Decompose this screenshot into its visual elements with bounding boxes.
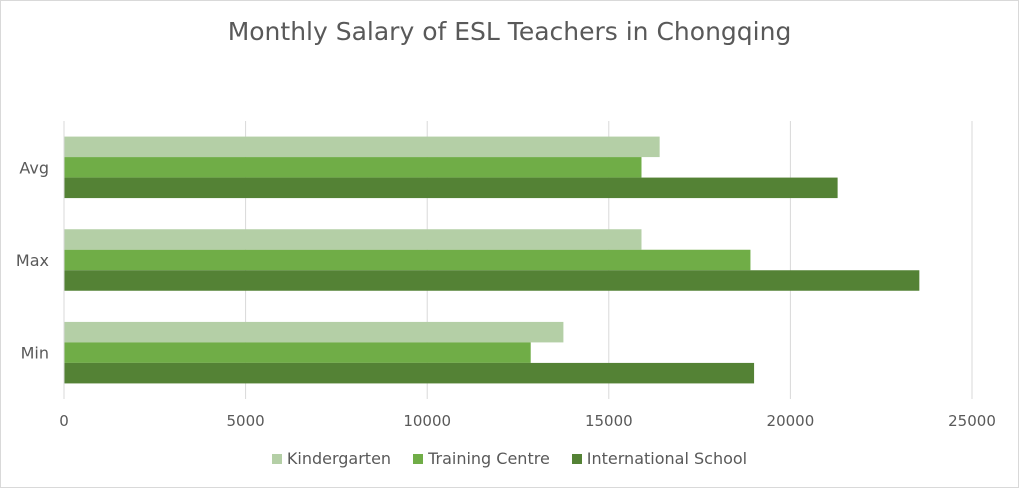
- x-tick-label: 15000: [585, 412, 633, 430]
- bar-min-international-school: [64, 362, 755, 384]
- chart-title: Monthly Salary of ESL Teachers in Chongq…: [227, 17, 792, 46]
- category-label-min: Min: [21, 344, 49, 363]
- bar-min-training-centre: [64, 342, 531, 363]
- bar-avg-international-school: [64, 177, 838, 199]
- x-tick-label: 20000: [767, 412, 815, 430]
- legend-swatch: [413, 453, 424, 464]
- legend-swatch: [271, 453, 282, 464]
- category-label-avg: Avg: [19, 158, 49, 177]
- bar-min-kindergarten: [64, 321, 564, 343]
- legend-item-training-centre: Training Centre: [413, 449, 550, 468]
- x-tick-label: 25000: [948, 412, 996, 430]
- bar-max-international-school: [64, 270, 920, 291]
- bar-max-kindergarten: [64, 229, 642, 250]
- legend-label: Kindergarten: [286, 449, 392, 468]
- legend-item-kindergarten: Kindergarten: [271, 449, 392, 468]
- legend: Kindergarten Training Centre International…: [1, 449, 1018, 468]
- category-label-max: Max: [16, 251, 49, 270]
- legend-item-international-school: International School: [571, 449, 748, 468]
- bar-avg-kindergarten: [64, 136, 660, 158]
- bar-avg-training-centre: [64, 157, 642, 178]
- legend-label: International School: [586, 449, 748, 468]
- x-tick-label: 10000: [403, 412, 451, 430]
- x-tick-label: 0: [59, 412, 69, 430]
- x-tick-label: 5000: [227, 412, 265, 430]
- bar-max-training-centre: [64, 249, 751, 271]
- legend-label: Training Centre: [428, 449, 550, 468]
- legend-swatch: [571, 453, 582, 464]
